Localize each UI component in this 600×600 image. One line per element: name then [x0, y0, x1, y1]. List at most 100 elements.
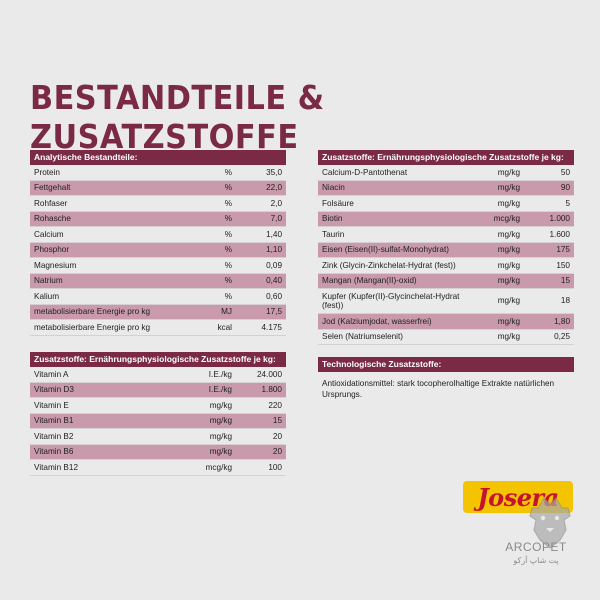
analytic-table: Analytische Bestandteile: Protein% 35,0 Fe…: [30, 150, 286, 336]
row-name: Selen (Natriumselenit): [322, 332, 403, 342]
row-unit: mg/kg: [209, 400, 232, 410]
vitamins-table-header: Zusatzstoffe: Ernährungsphysiologische Z…: [30, 352, 286, 367]
row-unit: MJ: [221, 307, 232, 317]
row-value: 2,0: [270, 198, 282, 208]
row-name: Mangan (Mangan(II)-oxid): [322, 276, 417, 286]
table-row: Selen (Natriumselenit) mg/kg 0,25: [318, 330, 574, 345]
table-row: Taurin mg/kg 1.600: [318, 227, 574, 243]
table-row: Fettgehalt% 22,0: [30, 180, 286, 196]
row-value: 1,80: [554, 316, 570, 326]
josera-logo: Josera: [463, 481, 573, 513]
table-row: Kalium% 0,60: [30, 289, 286, 305]
row-name: Jod (Kalziumjodat, wasserfrei): [322, 316, 432, 326]
minerals-table-header: Zusatzstoffe: Ernährungsphysiologische Z…: [318, 150, 574, 165]
row-value: 150: [556, 260, 570, 270]
table-row: Eisen (Eisen(II)-sulfat-Monohydrat) mg/kg…: [318, 242, 574, 258]
row-unit: mg/kg: [497, 316, 520, 326]
row-name: Rohasche: [34, 214, 71, 224]
row-unit: %: [224, 260, 232, 270]
row-value: 50: [560, 167, 570, 177]
row-value: 1.600: [549, 229, 571, 239]
table-row: Vitamin B12 mcg/kg 100: [30, 460, 286, 476]
row-value: 18: [560, 296, 570, 306]
row-value: 15: [272, 416, 282, 426]
row-unit: %: [224, 183, 232, 193]
minerals-rows: Calcium-D-Pantothenat mg/kg 50 Niacin mg/kg 9…: [318, 165, 574, 345]
row-name: Phosphor: [34, 245, 70, 255]
technological-table: Technologische Zusatzstoffe: Antioxidati…: [318, 357, 574, 400]
row-unit: I.E./kg: [208, 385, 232, 395]
row-value: 220: [268, 400, 282, 410]
row-value: 175: [556, 245, 570, 255]
row-unit: mg/kg: [209, 431, 232, 441]
table-row: Vitamin B2 mg/kg 20: [30, 429, 286, 445]
row-unit: mg/kg: [497, 167, 520, 177]
row-unit: mg/kg: [497, 245, 520, 255]
row-value: 22,0: [266, 183, 282, 193]
row-unit: mg/kg: [497, 260, 520, 270]
row-unit: %: [224, 245, 232, 255]
table-row: Phosphor% 1,10: [30, 242, 286, 258]
minerals-table: Zusatzstoffe: Ernährungsphysiologische Z…: [318, 150, 574, 345]
row-name: Folsäure: [322, 198, 354, 208]
technological-table-header: Technologische Zusatzstoffe:: [318, 357, 574, 372]
row-value: 0,40: [266, 276, 282, 286]
row-unit: %: [224, 167, 232, 177]
row-value: 7,0: [270, 214, 282, 224]
row-unit: mg/kg: [497, 332, 520, 342]
technological-note: Antioxidationsmittel: stark tocopherolha…: [322, 379, 555, 399]
row-value: 0,25: [554, 332, 570, 342]
table-row: Jod (Kalziumjodat, wasserfrei) mg/kg 1,80: [318, 314, 574, 330]
table-row: Mangan (Mangan(II)-oxid) mg/kg 15: [318, 273, 574, 289]
row-name: Vitamin B1: [34, 416, 74, 426]
row-name: Rohfaser: [34, 198, 68, 208]
row-value: 24.000: [256, 369, 282, 379]
table-row: Vitamin B6 mg/kg 20: [30, 444, 286, 460]
row-unit: mcg/kg: [493, 214, 520, 224]
row-unit: I.E./kg: [208, 369, 232, 379]
table-row: Magnesium% 0,09: [30, 258, 286, 274]
row-unit: mg/kg: [497, 198, 520, 208]
row-name: Eisen (Eisen(II)-sulfat-Monohydrat): [322, 245, 449, 255]
row-name: Biotin: [322, 214, 343, 224]
row-name: Taurin: [322, 229, 345, 239]
row-name: Natrium: [34, 276, 63, 286]
row-value: 0,09: [266, 260, 282, 270]
table-row: Vitamin E mg/kg 220: [30, 398, 286, 414]
row-unit: %: [224, 198, 232, 208]
row-value: 5: [565, 198, 570, 208]
row-name: Protein: [34, 167, 60, 177]
row-name: Vitamin B2: [34, 431, 74, 441]
row-name: Zink (Glycin-Zinkchelat-Hydrat (fest)): [322, 260, 456, 270]
row-unit: mg/kg: [497, 276, 520, 286]
table-row: Biotin mcg/kg 1.000: [318, 211, 574, 227]
row-name: Vitamin B12: [34, 462, 78, 472]
row-value: 15: [560, 276, 570, 286]
watermark-brand: ARCOPET: [505, 540, 567, 554]
row-name: Niacin: [322, 183, 345, 193]
row-name: Vitamin B6: [34, 447, 74, 457]
row-name: Magnesium: [34, 260, 77, 270]
row-name: Kalium: [34, 291, 60, 301]
table-row: Zink (Glycin-Zinkchelat-Hydrat (fest)) mg…: [318, 258, 574, 274]
row-value: 1.000: [549, 214, 571, 224]
row-unit: mg/kg: [497, 183, 520, 193]
row-value: 4.175: [261, 322, 283, 332]
row-unit: mg/kg: [209, 416, 232, 426]
row-value: 17,5: [266, 307, 282, 317]
table-row: Calcium-D-Pantothenat mg/kg 50: [318, 165, 574, 181]
table-row: Calcium% 1,40: [30, 227, 286, 243]
row-unit: %: [224, 229, 232, 239]
row-unit: mg/kg: [497, 229, 520, 239]
analytic-rows: Protein% 35,0 Fettgehalt% 22,0 Rohfaser% 2,0 R…: [30, 165, 286, 336]
row-value: 0,60: [266, 291, 282, 301]
table-row: metabolisierbare Energie pro kg MJ 17,5: [30, 304, 286, 320]
analytic-table-header: Analytische Bestandteile:: [30, 150, 286, 165]
row-name: Kupfer (Kupfer(II)-Glycinchelat-Hydrat (…: [322, 291, 460, 310]
row-unit: %: [224, 276, 232, 286]
row-name: Calcium-D-Pantothenat: [322, 167, 408, 177]
table-row: Vitamin B1 mg/kg 15: [30, 413, 286, 429]
table-row: Natrium% 0,40: [30, 273, 286, 289]
row-value: 20: [272, 447, 282, 457]
row-unit: kcal: [217, 322, 232, 332]
